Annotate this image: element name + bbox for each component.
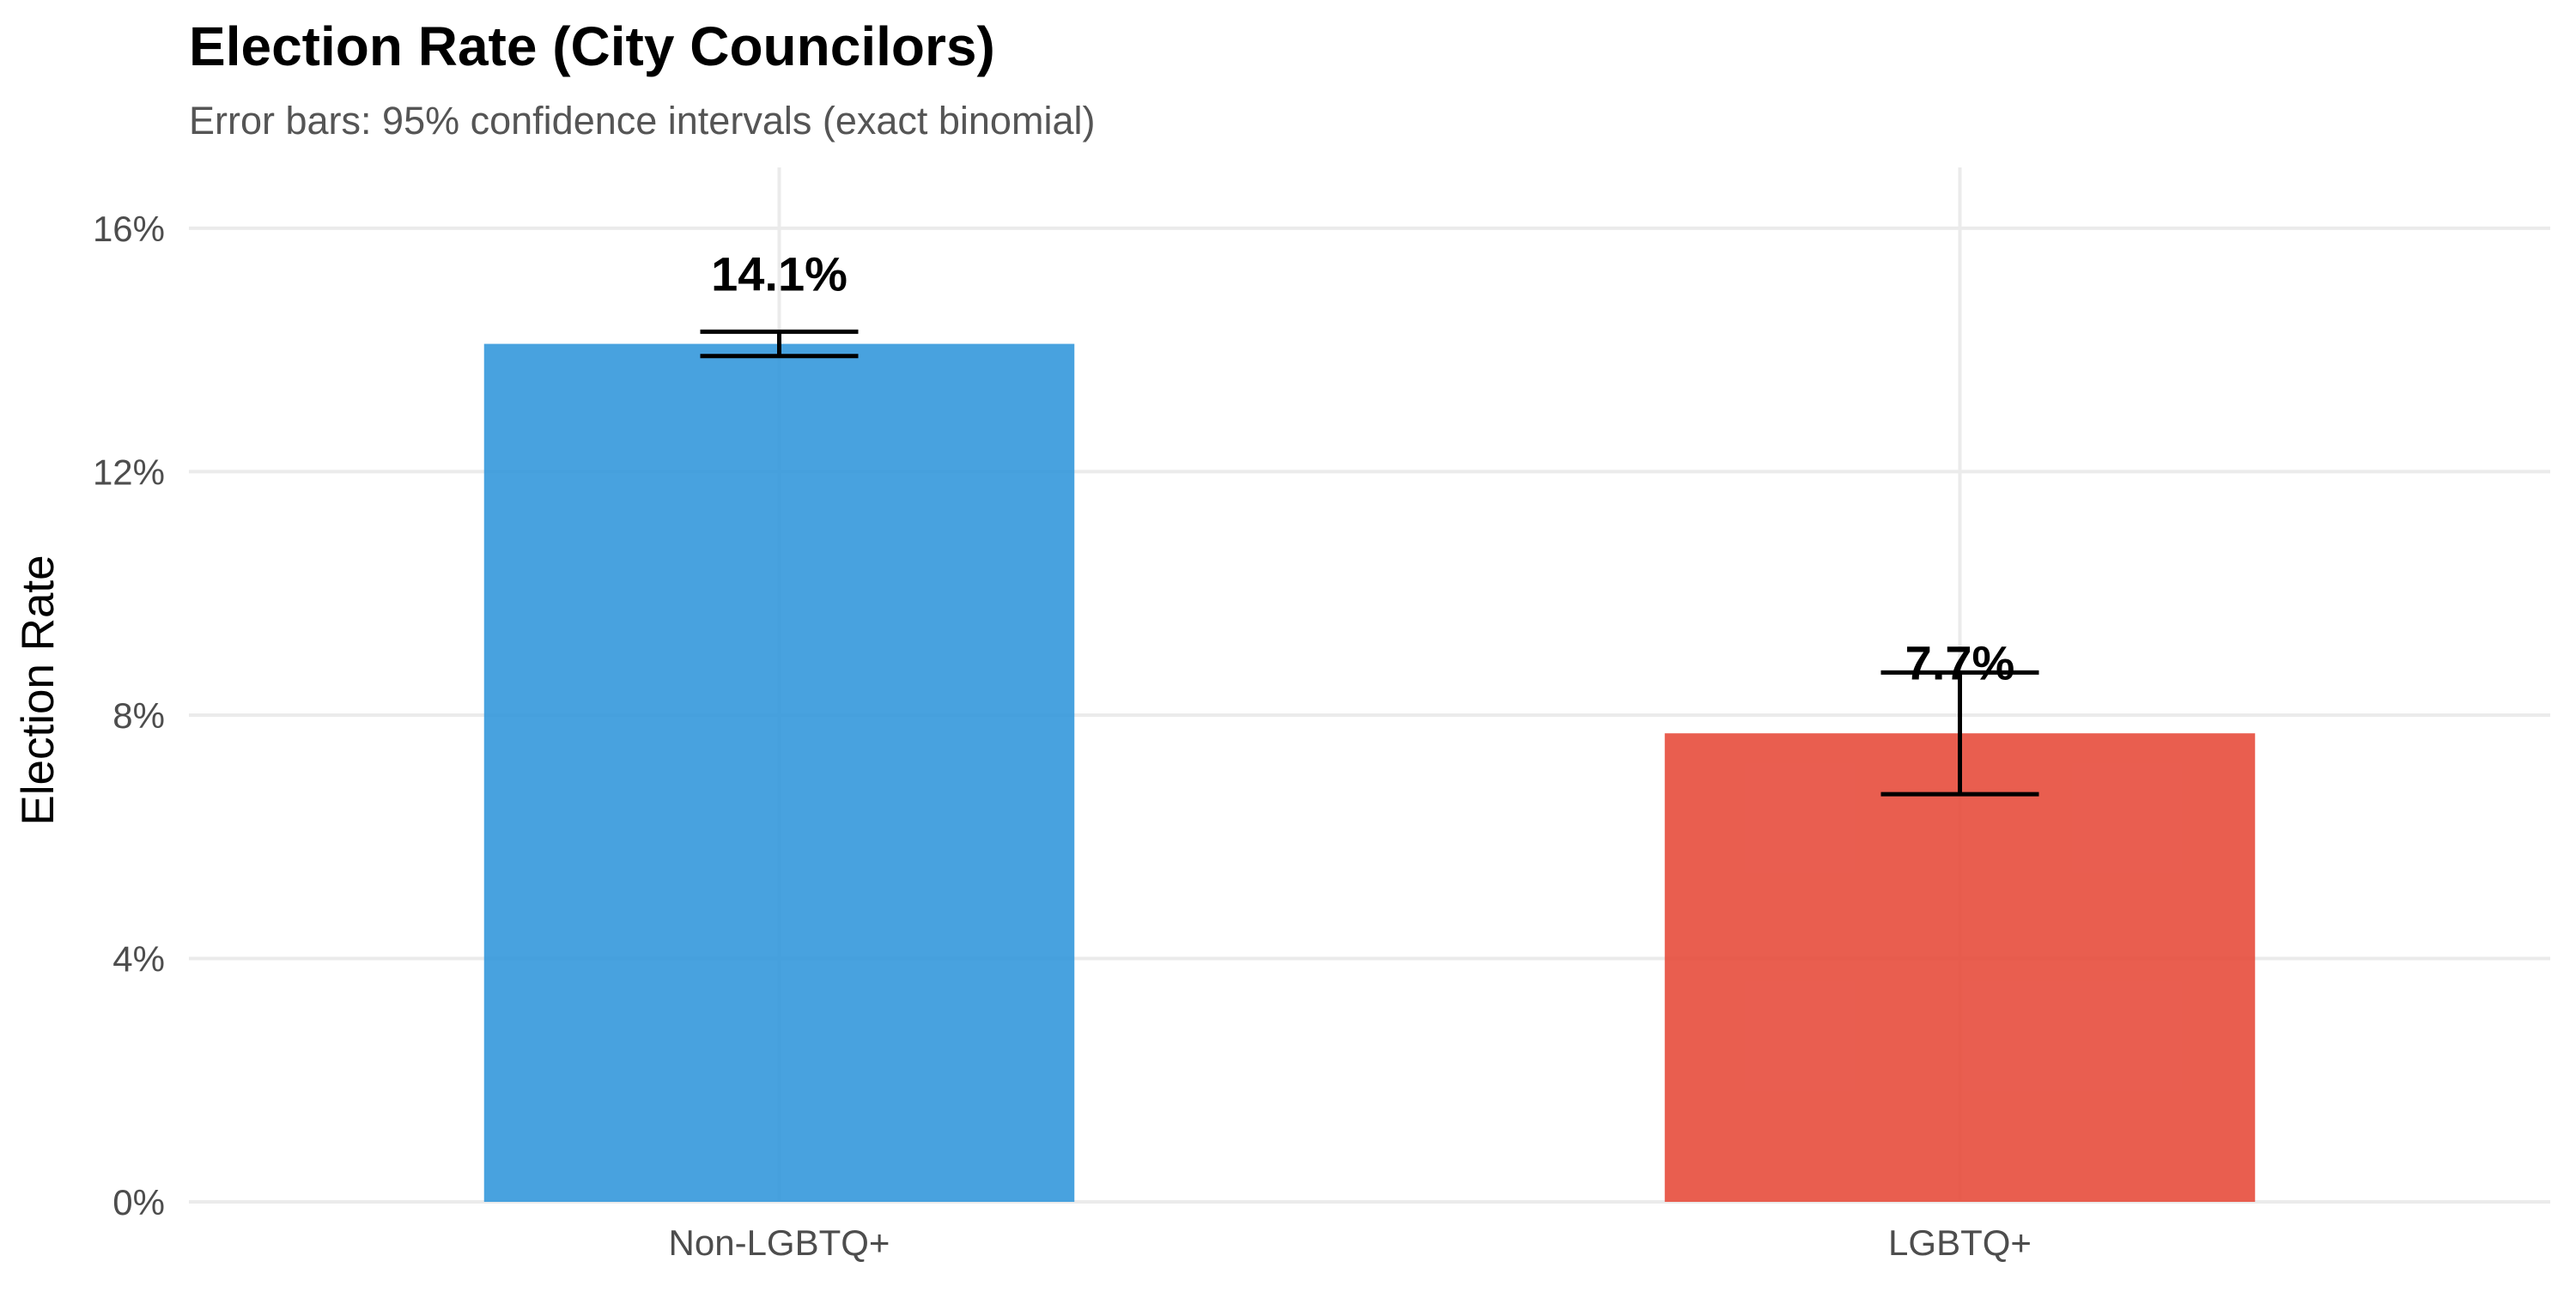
y-axis-title: Election Rate [13,555,64,825]
axis-layer: 0% 4% 8% 12% 16% Non-LGBTQ+ LGBTQ+ [93,209,2032,1263]
y-tick-label: 12% [93,452,165,492]
chart-subtitle: Error bars: 95% confidence intervals (ex… [189,99,1095,143]
data-label: 14.1% [711,246,848,300]
errorbars-layer [700,329,2039,797]
y-tick-label: 8% [112,695,165,736]
x-tick-label: Non-LGBTQ+ [669,1222,890,1263]
bars-layer [483,343,2256,1202]
bar-non-lgbtq [483,343,1075,1202]
y-tick-label: 4% [112,938,165,979]
labels-layer: 14.1% 7.7% [711,246,2014,689]
y-tick-label: 16% [93,209,165,249]
data-label: 7.7% [1905,635,2015,689]
x-tick-label: LGBTQ+ [1888,1222,2032,1263]
chart-title: Election Rate (City Councilors) [189,15,995,77]
y-tick-label: 0% [112,1182,165,1222]
bar-lgbtq [1664,733,2256,1202]
